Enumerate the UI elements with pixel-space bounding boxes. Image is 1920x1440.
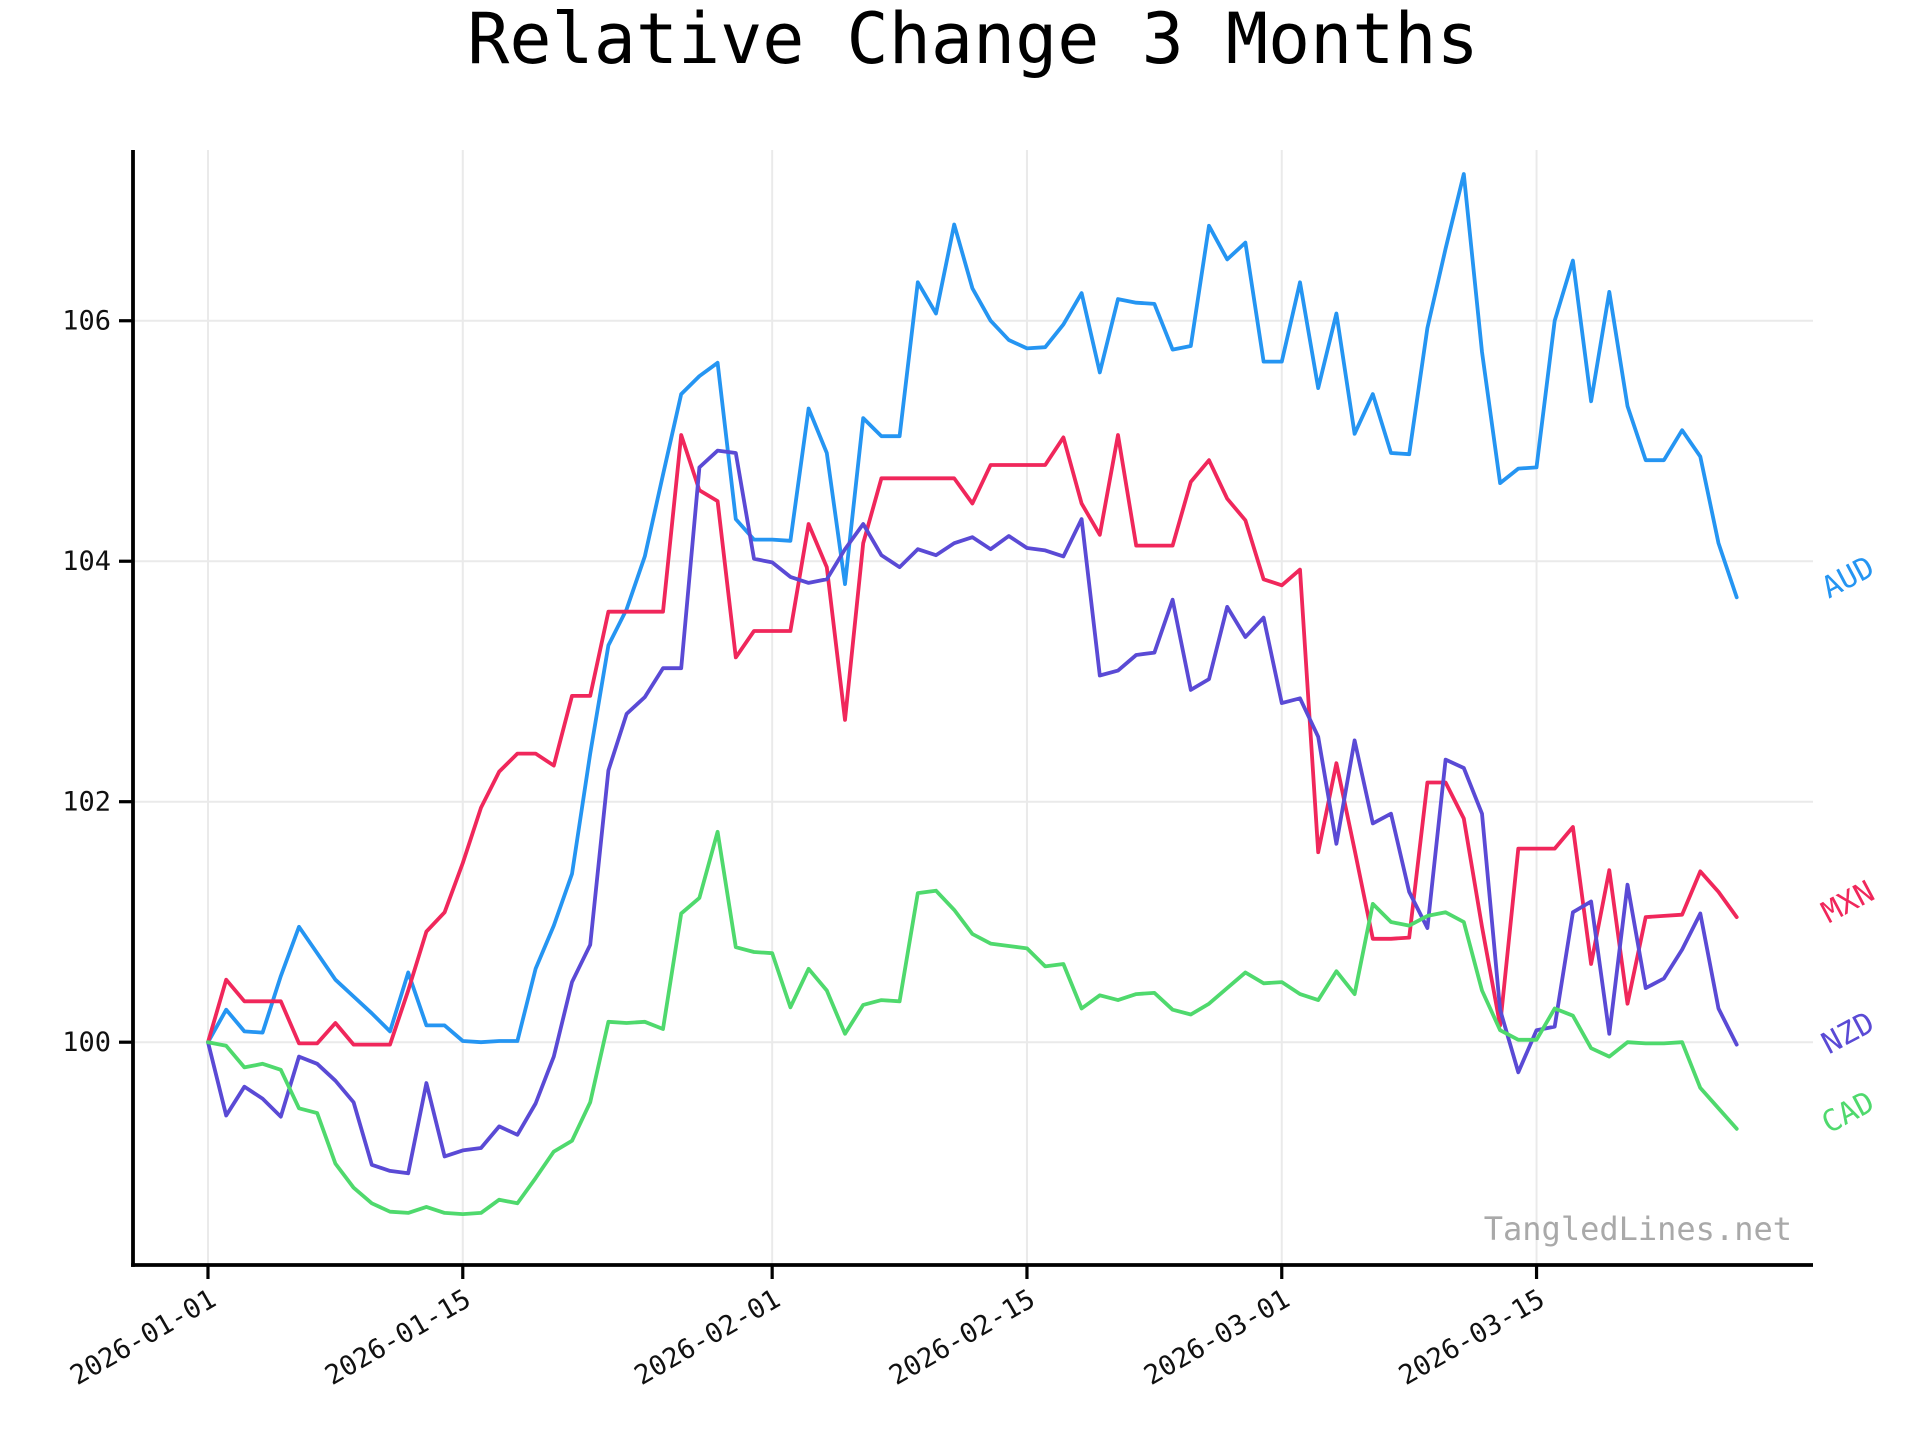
series-label-AUD: AUD (1816, 550, 1880, 606)
axes-spines (131, 150, 1813, 1267)
x-tick-label-0: 2026-01-01 (65, 1284, 221, 1392)
y-tick-label-2: 104 (62, 546, 111, 577)
series-label-NZD: NZD (1816, 1005, 1880, 1061)
watermark: TangledLines.net (1484, 1210, 1792, 1248)
x-tick-label-2: 2026-02-01 (629, 1284, 785, 1392)
x-tick-label-3: 2026-02-15 (884, 1284, 1040, 1392)
chart-title: Relative Change 3 Months (467, 0, 1478, 80)
y-tick-label-0: 100 (62, 1027, 111, 1058)
x-tick-label-1: 2026-01-15 (320, 1284, 476, 1392)
y-tick-label-3: 106 (62, 306, 111, 337)
series-line-CAD (206, 829, 1739, 1216)
series-end-labels: AUD MXN NZD CAD (1816, 550, 1880, 1141)
y-tick-label-1: 102 (62, 787, 111, 818)
series-line-NZD (206, 448, 1739, 1176)
axis-tick-labels: 2026-01-01 2026-01-15 2026-02-01 2026-02-15… (62, 306, 1550, 1392)
series-label-CAD: CAD (1816, 1085, 1880, 1141)
x-tick-label-5: 2026-03-15 (1394, 1284, 1550, 1392)
axis-ticks (119, 319, 1539, 1279)
gridlines (133, 150, 1813, 1265)
series-label-MXN: MXN (1816, 874, 1880, 930)
series-lines (206, 172, 1739, 1216)
series-line-AUD (206, 172, 1739, 1045)
x-tick-label-4: 2026-03-01 (1139, 1284, 1295, 1392)
series-line-MXN (206, 433, 1739, 1047)
